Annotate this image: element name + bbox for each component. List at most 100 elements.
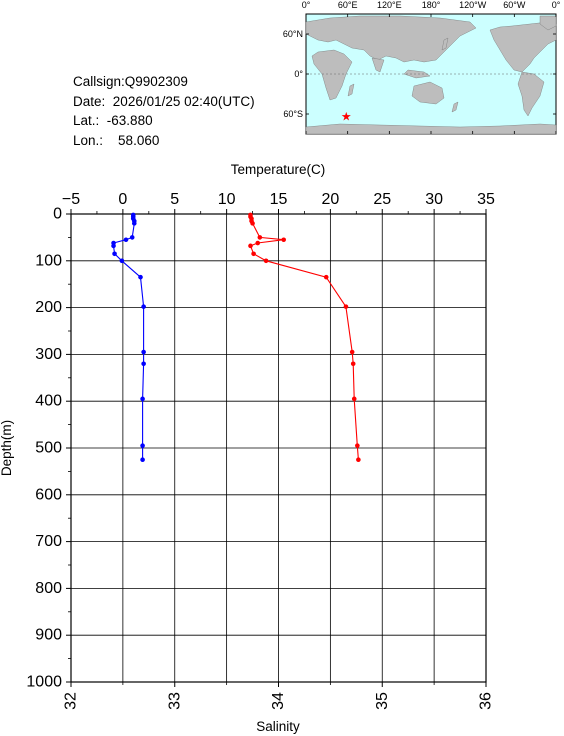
map-lon-tick-label: 0° (302, 0, 311, 10)
depth-tick-label: 300 (35, 346, 62, 363)
salinity-data-point (351, 396, 357, 402)
longitude-value: 58.060 (118, 132, 160, 148)
depth-tick-label: 800 (35, 580, 62, 597)
depth-tick-label: 500 (35, 440, 62, 457)
series-layer (111, 212, 361, 463)
salinity-data-point (356, 457, 361, 463)
salinity-axis-label: Salinity (256, 719, 300, 734)
date-label: Date: (73, 93, 106, 109)
salinity-axis: 32 33 34 35 36 (63, 682, 495, 710)
temperature-data-point (112, 251, 117, 257)
map-lon-tick-label: 120°E (377, 0, 402, 10)
temperature-tick-label: 25 (373, 191, 391, 208)
salinity-data-point (343, 304, 349, 309)
temperature-data-point (141, 361, 146, 367)
land-new-zealand (451, 101, 459, 113)
depth-axis: 0 100 200 300 400 500 600 700 800 900 1000 (26, 206, 71, 691)
land-australia (411, 81, 445, 105)
longitude-label: Lon.: (73, 132, 104, 148)
land-north-america (489, 21, 557, 73)
salinity-data-point (355, 443, 360, 448)
salinity-profile-line (249, 214, 359, 460)
temperature-data-point (140, 457, 145, 463)
salinity-data-point (323, 274, 329, 280)
depth-tick-label: 400 (35, 393, 62, 410)
temperature-tick-label: 30 (425, 191, 443, 208)
salinity-data-point (257, 235, 263, 240)
longitude-row: Lon.: 58.060 (73, 131, 255, 151)
temperature-tick-label: 20 (321, 191, 339, 208)
date-value: 2026/01/25 02:40(UTC) (112, 93, 255, 109)
map-ticks: 0° 60°E 120°E 180° 120°W 60°W 0° 60°N 0° 60°S (283, 0, 561, 134)
temperature-data-point (119, 258, 125, 264)
chart-grid (71, 214, 486, 682)
depth-tick-label: 700 (35, 533, 62, 550)
temperature-data-point (138, 274, 143, 280)
temperature-tick-label: 5 (170, 191, 179, 208)
salinity-tick-label: 35 (374, 692, 391, 710)
depth-axis-label: Depth(m) (0, 420, 14, 476)
depth-tick-label: 600 (35, 486, 62, 503)
map-lon-tick-label: 60°W (503, 0, 526, 10)
temperature-data-point (140, 443, 145, 448)
map-lat-tick-label: 0° (294, 69, 303, 79)
map-lon-tick-label: 0° (552, 0, 561, 10)
temperature-profile-line (112, 214, 145, 460)
temperature-tick-label: 15 (270, 191, 288, 208)
land-india (371, 57, 385, 73)
map-lat-tick-label: 60°S (283, 109, 303, 119)
map-lon-tick-label: 120°W (459, 0, 487, 10)
salinity-data-point (250, 221, 255, 226)
latitude-row: Lat.: -63.880 (73, 111, 255, 131)
salinity-data-point (281, 237, 286, 243)
depth-tick-label: 900 (35, 627, 62, 644)
land-eurasia (305, 15, 477, 63)
land-south-america (517, 71, 545, 117)
land-japan (441, 37, 449, 51)
land-madagascar (347, 83, 355, 97)
salinity-data-point (263, 258, 269, 264)
depth-tick-label: 1000 (26, 674, 62, 691)
location-map: 0° 60°E 120°E 180° 120°W 60°W 0° 60°N 0° 60°S ★ (283, 0, 561, 135)
latitude-label: Lat.: (73, 113, 100, 128)
map-lon-tick-label: 60°E (338, 0, 358, 10)
temperature-tick-label: −5 (62, 191, 80, 208)
date-row: Date: 2026/01/25 02:40(UTC) (73, 92, 255, 112)
salinity-data-point (251, 251, 256, 257)
profile-chart: −5 0 5 10 15 20 25 30 35 32 33 34 35 36 010020030040… (0, 162, 495, 734)
depth-tick-label: 200 (35, 299, 62, 316)
callsign-text: Callsign:Q9902309 (73, 74, 188, 89)
salinity-data-point (255, 240, 261, 246)
temperature-data-point (111, 243, 116, 249)
temperature-tick-label: 35 (477, 191, 495, 208)
temperature-data-point (129, 235, 135, 240)
depth-tick-label: 100 (35, 252, 62, 269)
salinity-tick-label: 36 (478, 692, 495, 710)
latitude-value: -63.880 (106, 113, 153, 128)
salinity-data-point (350, 361, 356, 367)
map-land (305, 15, 557, 135)
salinity-tick-label: 32 (63, 692, 80, 710)
depth-tick-label: 0 (53, 206, 62, 223)
temperature-tick-label: 0 (118, 191, 127, 208)
map-lon-tick-label: 180° (422, 0, 441, 10)
temperature-data-point (141, 304, 146, 309)
temperature-data-point (140, 396, 145, 402)
temperature-data-point (123, 237, 129, 243)
land-greenland (539, 15, 557, 31)
temperature-data-point (141, 349, 146, 355)
land-indonesia (403, 69, 431, 79)
temperature-tick-label: 10 (218, 191, 236, 208)
station-info: Callsign:Q9902309 Date: 2026/01/25 02:40… (73, 72, 255, 150)
temperature-data-point (131, 221, 137, 226)
land-africa (311, 49, 353, 101)
salinity-tick-label: 33 (166, 692, 183, 710)
temperature-axis-label: Temperature(C) (231, 162, 326, 177)
salinity-tick-label: 34 (270, 692, 287, 710)
salinity-data-point (349, 349, 355, 355)
temperature-axis: −5 0 5 10 15 20 25 30 35 (62, 191, 495, 214)
station-marker: ★ (341, 110, 352, 124)
salinity-data-point (248, 243, 253, 249)
map-lat-tick-label: 60°N (283, 29, 303, 39)
